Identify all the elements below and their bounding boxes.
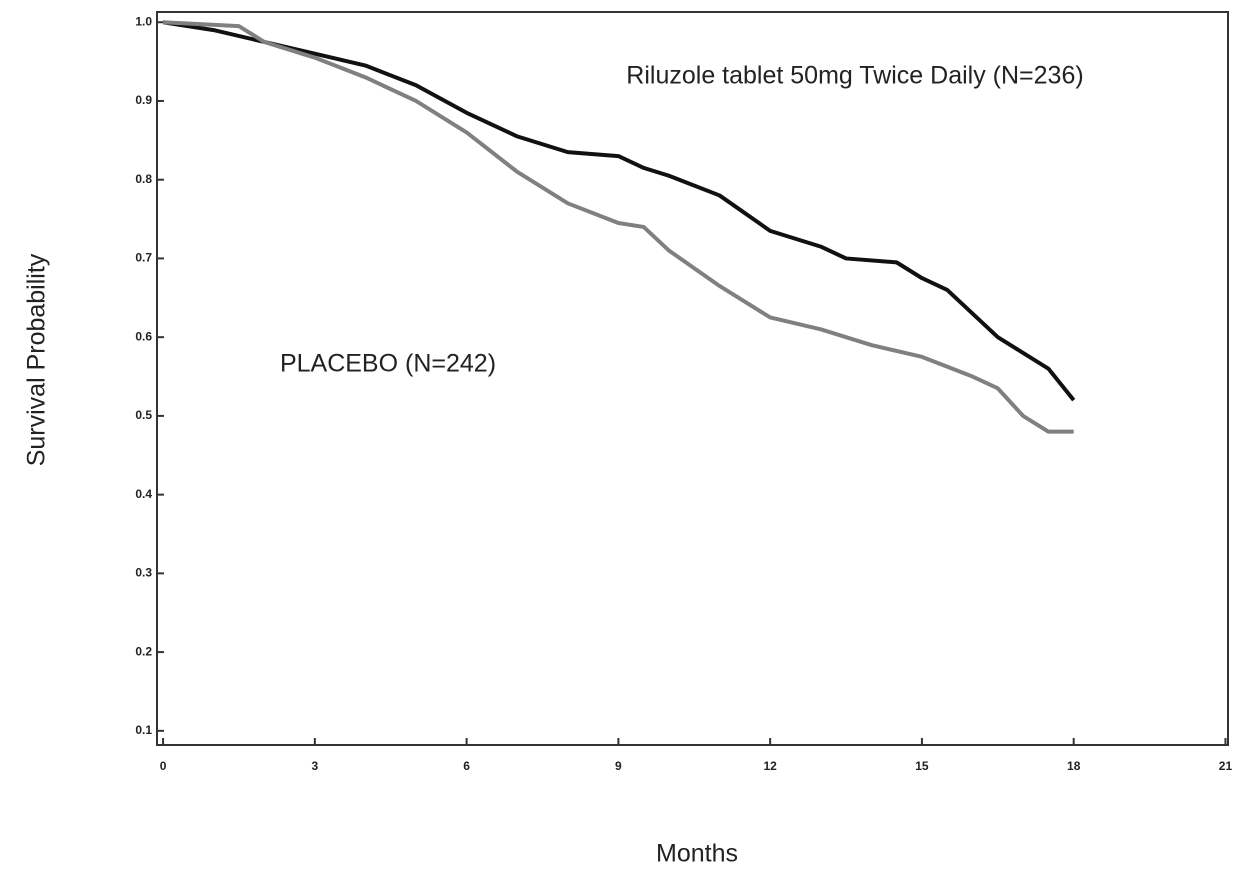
x-tick-label: 12 xyxy=(763,759,777,773)
y-tick-label: 0.1 xyxy=(135,723,152,737)
y-tick-label: 1.0 xyxy=(135,14,152,28)
y-tick-label: 0.8 xyxy=(135,172,152,186)
y-tick-label: 0.9 xyxy=(135,93,152,107)
series-annotation: Riluzole tablet 50mg Twice Daily (N=236) xyxy=(626,62,1083,90)
x-tick-label: 3 xyxy=(311,759,318,773)
x-tick-label: 9 xyxy=(615,759,622,773)
plot-frame xyxy=(156,11,1229,746)
y-tick-label: 0.6 xyxy=(135,329,152,343)
series-annotation: PLACEBO (N=242) xyxy=(280,350,496,378)
x-tick-label: 15 xyxy=(915,759,929,773)
x-tick-label: 6 xyxy=(463,759,470,773)
y-axis-title: Survival Probability xyxy=(23,253,51,466)
y-tick-label: 0.7 xyxy=(135,251,152,265)
y-tick-label: 0.2 xyxy=(135,644,152,658)
x-tick-label: 0 xyxy=(160,759,167,773)
survival-curve xyxy=(162,20,1076,402)
survival-curve xyxy=(162,20,1074,434)
y-tick-label: 0.3 xyxy=(135,566,152,580)
x-tick-label: 18 xyxy=(1067,759,1081,773)
y-tick-label: 0.4 xyxy=(135,487,152,501)
x-tick-label: 21 xyxy=(1219,759,1233,773)
x-axis-title: Months xyxy=(656,840,738,868)
y-tick-label: 0.5 xyxy=(135,408,152,422)
